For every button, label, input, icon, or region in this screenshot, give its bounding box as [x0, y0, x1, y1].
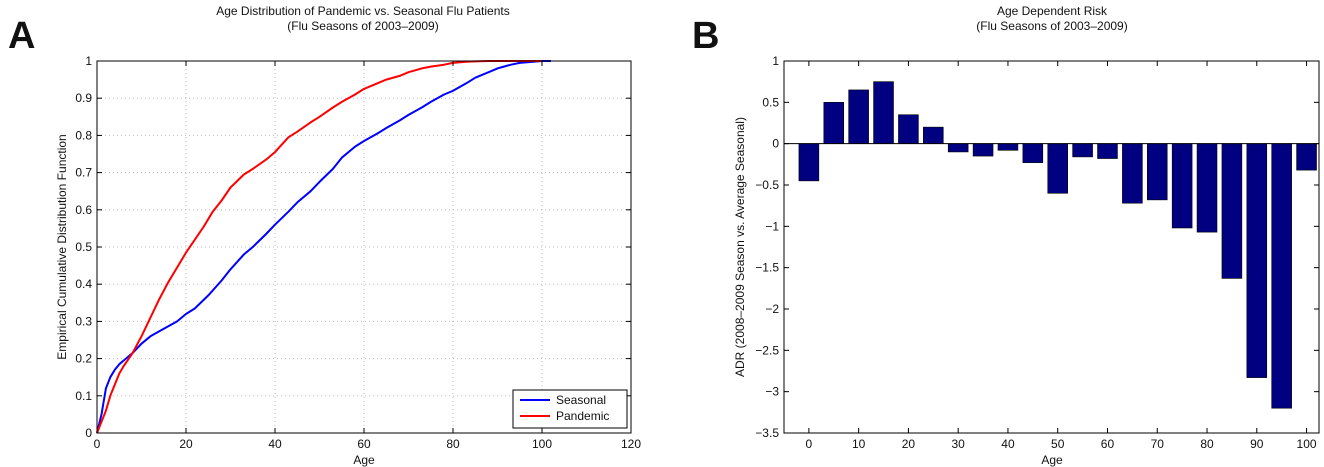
b-y-tick-label: −1: [765, 219, 779, 233]
bar-age-75: [1171, 143, 1193, 229]
b-y-tick-label: −2.5: [755, 343, 779, 357]
a-x-tick-label: 20: [179, 437, 193, 451]
b-y-tick-label: −0.5: [755, 178, 779, 192]
b-x-tick-label: 60: [1101, 437, 1115, 451]
panel-a-title-line1: Age Distribution of Pandemic vs. Seasona…: [216, 4, 509, 18]
a-y-tick-label: 0.4: [75, 277, 92, 291]
panel-b-axes-frame: [783, 60, 1320, 434]
a-x-tick-label: 120: [621, 437, 641, 451]
b-y-tick-label: −3: [765, 385, 779, 399]
b-y-tick-label: 1: [772, 54, 779, 68]
panel-a-ticks: 0 20 40 60 80 100 120 0 0.1 0.2 0.3 0.4 0.5 0.6 0.7 0.8…: [75, 54, 641, 451]
b-x-tick-label: 20: [902, 437, 916, 451]
a-y-tick-label: 0.6: [75, 203, 92, 217]
panel-b-title-line2: (Flu Seasons of 2003–2009): [976, 19, 1127, 33]
bar-age-30: [947, 143, 969, 153]
a-y-tick-label: 0.8: [75, 128, 92, 142]
bar-age-40: [997, 143, 1019, 151]
panel-b-title-line1: Age Dependent Risk: [997, 4, 1108, 18]
b-y-tick-label: −1.5: [755, 261, 779, 275]
bar-age-5: [823, 102, 845, 144]
panel-a-title-line2: (Flu Seasons of 2003–2009): [287, 19, 438, 33]
a-y-tick-label: 0: [85, 426, 92, 440]
b-x-tick-label: 100: [1297, 437, 1317, 451]
panel-a-series: [96, 60, 551, 434]
bar-age-10: [848, 89, 869, 144]
b-y-tick-label: 0.5: [762, 95, 779, 109]
series-line-pandemic: [96, 60, 542, 434]
b-y-tick-label: −2: [765, 302, 779, 316]
a-y-tick-label: 0.7: [75, 166, 92, 180]
b-x-tick-label: 90: [1250, 437, 1264, 451]
panel-b: B Age Dependent Risk (Flu Seasons of 200…: [692, 4, 1320, 467]
a-x-tick-label: 0: [94, 437, 101, 451]
legend-label-pandemic: Pandemic: [556, 409, 609, 423]
bar-age-55: [1072, 143, 1093, 158]
b-x-tick-label: 50: [1051, 437, 1065, 451]
panel-a-grid: [97, 61, 631, 433]
panel-a-legend: Seasonal Pandemic: [512, 389, 628, 429]
panel-b-xlabel: Age: [1041, 453, 1063, 467]
series-line-seasonal: [96, 60, 551, 434]
b-y-tick-label: 0: [772, 137, 779, 151]
a-y-tick-label: 0.1: [75, 389, 92, 403]
bar-age-70: [1147, 143, 1168, 201]
bar-age-0: [798, 143, 820, 182]
panel-b-bars: [798, 81, 1317, 409]
bar-age-15: [873, 81, 894, 144]
a-x-tick-label: 80: [446, 437, 460, 451]
bar-age-50: [1047, 143, 1068, 194]
b-x-tick-label: 0: [806, 437, 813, 451]
b-x-tick-label: 30: [952, 437, 966, 451]
bar-age-45: [1022, 143, 1044, 163]
a-y-tick-label: 0.5: [75, 240, 92, 254]
panel-a-letter: A: [8, 15, 35, 57]
b-x-tick-label: 70: [1151, 437, 1165, 451]
panel-b-letter: B: [692, 15, 719, 57]
b-y-tick-label: −3.5: [755, 426, 779, 440]
bar-age-20: [898, 114, 919, 144]
bar-age-60: [1097, 143, 1118, 159]
a-y-tick-label: 1: [85, 54, 92, 68]
panel-a-ylabel: Empirical Cumulative Distribution Functi…: [55, 134, 69, 359]
bar-age-25: [923, 126, 944, 144]
bar-age-35: [972, 143, 994, 157]
panel-a: A Age Distribution of Pandemic vs. Seaso…: [8, 4, 641, 467]
a-x-tick-label: 60: [357, 437, 371, 451]
a-y-tick-label: 0.2: [75, 352, 92, 366]
b-x-tick-label: 10: [852, 437, 866, 451]
bar-age-85: [1221, 143, 1243, 279]
a-x-tick-label: 100: [532, 437, 552, 451]
b-x-tick-label: 40: [1001, 437, 1015, 451]
panel-b-ticks: 0 10 20 30 40 50 60 70 80 90 100−3.5−3−2.5−2−1.5−1…: [755, 54, 1319, 451]
a-y-tick-label: 0.3: [75, 314, 92, 328]
bar-age-80: [1196, 143, 1218, 233]
legend-box: [512, 389, 628, 429]
bar-age-95: [1271, 143, 1292, 409]
panel-b-ylabel: ADR (2008–2009 Season vs. Average Season…: [733, 117, 747, 377]
b-x-tick-label: 80: [1200, 437, 1214, 451]
legend-label-seasonal: Seasonal: [556, 393, 606, 407]
a-x-tick-label: 40: [268, 437, 282, 451]
bar-age-90: [1246, 143, 1268, 378]
panel-a-xlabel: Age: [353, 453, 375, 467]
bar-age-65: [1122, 143, 1143, 204]
bar-age-100: [1296, 143, 1317, 171]
a-y-tick-label: 0.9: [75, 91, 92, 105]
